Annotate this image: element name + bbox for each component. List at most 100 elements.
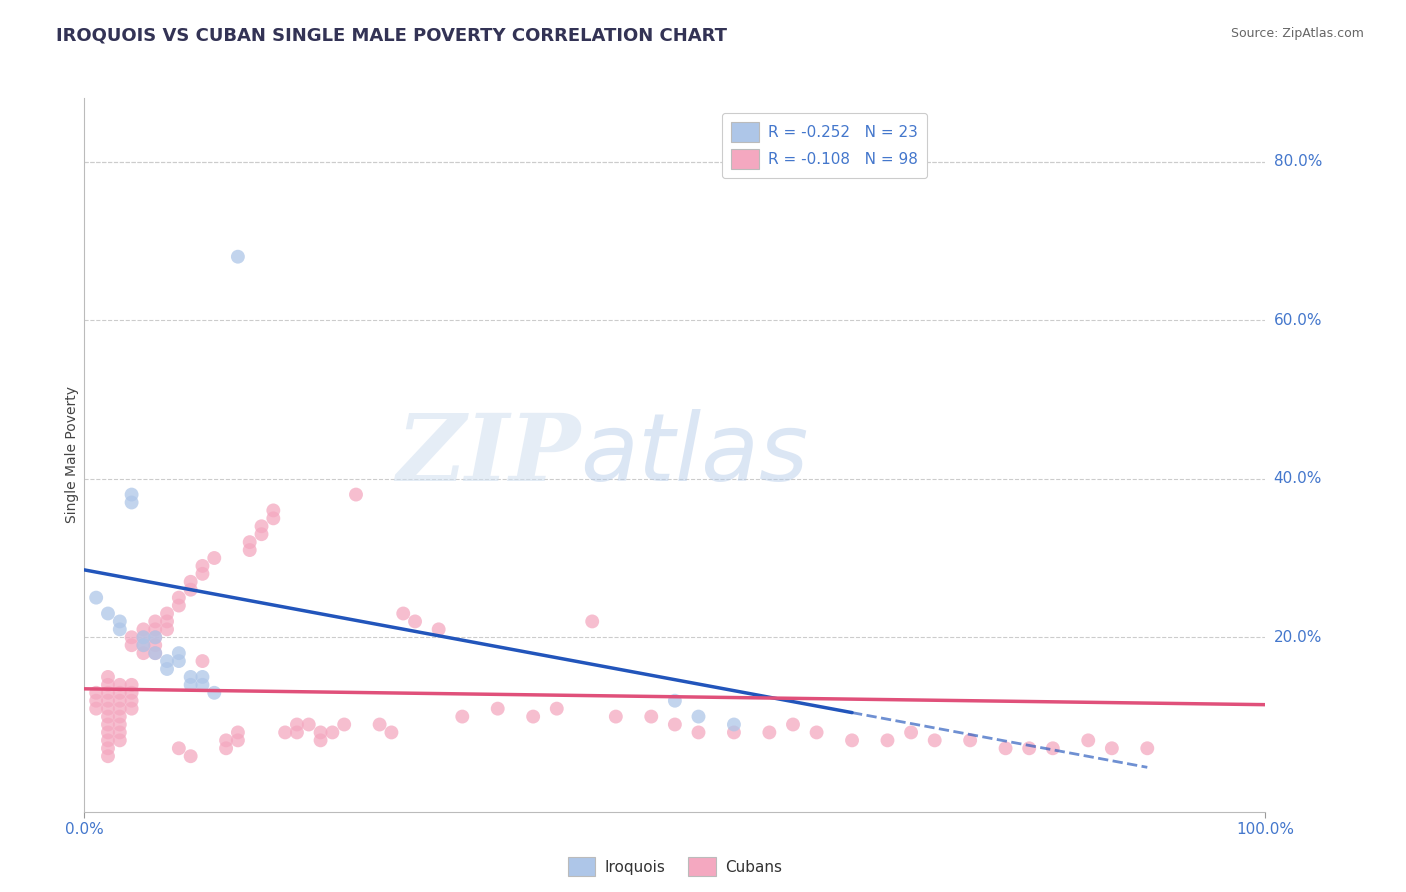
Point <box>191 670 214 684</box>
Point <box>309 725 332 739</box>
Point <box>97 741 120 756</box>
Point <box>84 694 107 708</box>
Point <box>191 558 214 573</box>
Point <box>108 701 131 715</box>
Point <box>262 503 284 517</box>
Point <box>97 686 120 700</box>
Point <box>97 733 120 747</box>
Point <box>380 725 402 739</box>
Point <box>121 701 143 715</box>
Text: 20.0%: 20.0% <box>1274 630 1322 645</box>
Point <box>97 701 120 715</box>
Point <box>121 630 143 644</box>
Point <box>344 487 367 501</box>
Point <box>274 725 297 739</box>
Point <box>640 709 662 723</box>
Point <box>285 725 308 739</box>
Text: ZIP: ZIP <box>396 410 581 500</box>
Point <box>156 654 179 668</box>
Point <box>180 574 202 589</box>
Point <box>215 741 238 756</box>
Point <box>143 630 166 644</box>
Point <box>215 733 238 747</box>
Point <box>108 725 131 739</box>
Point <box>841 733 863 747</box>
Point <box>143 646 166 660</box>
Point <box>180 749 202 764</box>
Point <box>202 551 225 566</box>
Point <box>132 630 155 644</box>
Point <box>298 717 321 731</box>
Point <box>108 733 131 747</box>
Point <box>167 591 190 605</box>
Point <box>486 701 509 715</box>
Point <box>167 646 190 660</box>
Point <box>143 646 166 660</box>
Point <box>180 582 202 597</box>
Point <box>546 701 568 715</box>
Point <box>1101 741 1123 756</box>
Point <box>250 519 273 533</box>
Point <box>688 725 710 739</box>
Point <box>108 717 131 731</box>
Point <box>167 654 190 668</box>
Point <box>321 725 343 739</box>
Point <box>239 543 262 558</box>
Point <box>156 615 179 629</box>
Point <box>1077 733 1099 747</box>
Point <box>84 591 107 605</box>
Point <box>108 694 131 708</box>
Point <box>285 717 308 731</box>
Y-axis label: Single Male Poverty: Single Male Poverty <box>65 386 79 524</box>
Point <box>97 670 120 684</box>
Point <box>121 487 143 501</box>
Point <box>97 725 120 739</box>
Point <box>876 733 898 747</box>
Point <box>605 709 627 723</box>
Point <box>108 709 131 723</box>
Point <box>1042 741 1064 756</box>
Point <box>108 623 131 637</box>
Point <box>723 725 745 739</box>
Point <box>1018 741 1040 756</box>
Point <box>97 749 120 764</box>
Point <box>84 701 107 715</box>
Point <box>143 623 166 637</box>
Point <box>451 709 474 723</box>
Point <box>758 725 780 739</box>
Point <box>226 250 249 264</box>
Legend: Iroquois, Cubans: Iroquois, Cubans <box>562 851 787 882</box>
Point <box>226 725 249 739</box>
Point <box>97 607 120 621</box>
Point <box>132 646 155 660</box>
Point <box>132 630 155 644</box>
Point <box>202 686 225 700</box>
Point <box>97 678 120 692</box>
Point <box>191 678 214 692</box>
Point <box>427 623 450 637</box>
Point <box>1136 741 1159 756</box>
Point <box>782 717 804 731</box>
Point <box>664 717 686 731</box>
Text: IROQUOIS VS CUBAN SINGLE MALE POVERTY CORRELATION CHART: IROQUOIS VS CUBAN SINGLE MALE POVERTY CO… <box>56 27 727 45</box>
Point <box>97 709 120 723</box>
Point <box>180 678 202 692</box>
Point <box>167 741 190 756</box>
Point <box>522 709 544 723</box>
Point <box>97 717 120 731</box>
Point <box>97 694 120 708</box>
Point <box>404 615 426 629</box>
Point <box>924 733 946 747</box>
Point <box>959 733 981 747</box>
Point <box>806 725 828 739</box>
Text: 40.0%: 40.0% <box>1274 471 1322 486</box>
Text: Source: ZipAtlas.com: Source: ZipAtlas.com <box>1230 27 1364 40</box>
Point <box>156 662 179 676</box>
Point <box>180 670 202 684</box>
Point <box>143 638 166 652</box>
Point <box>108 686 131 700</box>
Point <box>239 535 262 549</box>
Point <box>167 599 190 613</box>
Point <box>262 511 284 525</box>
Point <box>368 717 391 731</box>
